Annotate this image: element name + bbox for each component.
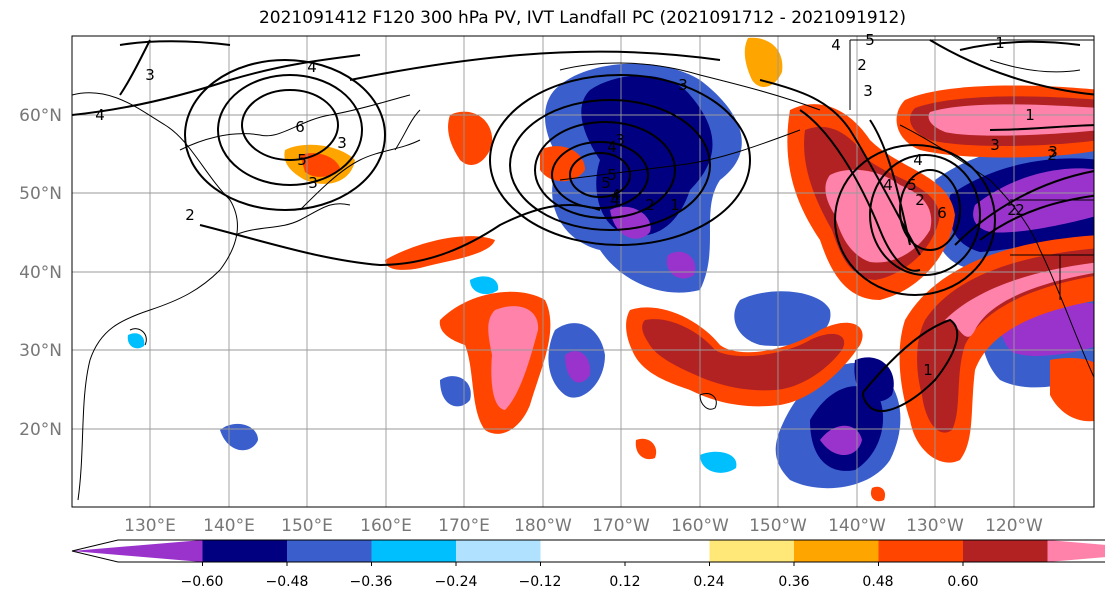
contour-label: 5: [607, 166, 617, 184]
latitude-labels: 20°N 30°N 40°N 50°N 60°N: [19, 106, 62, 440]
lon-label: 140°E: [203, 516, 255, 536]
colorbar-segment: [625, 540, 710, 562]
lon-label: 130°W: [906, 516, 964, 536]
contour-label: 4: [95, 106, 105, 124]
colorbar-tick-label: 0.48: [862, 574, 893, 590]
contour-label: 4: [610, 191, 620, 209]
lon-label: 160°W: [671, 516, 729, 536]
contour-label: 3: [863, 82, 873, 100]
contour-label: 2: [185, 206, 195, 224]
map-panel: [71, 35, 1095, 508]
contour-label: 1: [923, 361, 933, 379]
colorbar-segment: [202, 540, 288, 562]
lon-label: 160°E: [360, 516, 412, 536]
map-title: 2021091412 F120 300 hPa PV, IVT Landfall…: [258, 8, 906, 28]
lat-label: 50°N: [19, 184, 62, 204]
colorbar-tick-label: −0.48: [266, 574, 309, 590]
lon-label: 140°W: [828, 516, 886, 536]
contour-label: 4: [611, 186, 621, 204]
contour-label: 6: [295, 118, 305, 136]
contour-label: 4: [831, 36, 841, 54]
lon-label: 180°W: [514, 516, 572, 536]
graticule: [72, 36, 1094, 507]
colorbar-tick-label: 0.60: [947, 574, 978, 590]
contour-label: 1: [1025, 106, 1035, 124]
contour-label: 5: [907, 176, 917, 194]
contour-label: 4: [883, 176, 893, 194]
contour-label: 4: [913, 151, 923, 169]
colorbar-segment: [371, 540, 457, 562]
contour-label: 2: [1007, 201, 1017, 219]
colorbar-tick-label: −0.36: [350, 574, 393, 590]
colorbar: −0.60 −0.48 −0.36 −0.24 −0.12 0.12 0.24 …: [71, 539, 1105, 590]
colorbar-tick-label: −0.60: [181, 574, 224, 590]
contour-label: 6: [937, 204, 947, 222]
colorbar-outline: [71, 539, 1105, 563]
colorbar-segment: [709, 540, 795, 562]
contour-label: 3: [678, 76, 688, 94]
contour-label: 4: [607, 138, 617, 156]
contour-label: 5: [865, 31, 875, 49]
colorbar-segment: [456, 540, 541, 562]
contour-label: 2: [1015, 201, 1025, 219]
colorbar-tick-label: 0.12: [609, 574, 640, 590]
contour-label: 3: [615, 131, 625, 149]
colorbar-tick-label: 0.36: [778, 574, 809, 590]
colorbar-tick-label: −0.12: [519, 574, 562, 590]
colorbar-segment: [878, 540, 964, 562]
contour-label: 2: [1047, 146, 1057, 164]
colorbar-tick-label: 0.24: [693, 574, 724, 590]
shaded-pv-field: [72, 36, 1094, 507]
lon-label: 150°W: [749, 516, 807, 536]
colorbar-segments: [71, 539, 1105, 566]
colorbar-segment: [794, 540, 879, 562]
lon-label: 170°E: [438, 516, 490, 536]
contour-label: 2: [915, 191, 925, 209]
map-frame: [71, 35, 1095, 508]
colorbar-tick-label: −0.24: [435, 574, 478, 590]
colorbar-segment: [1047, 540, 1105, 562]
contour-label: 2: [857, 56, 867, 74]
colorbar-segment: [287, 540, 372, 562]
contour-label: 1: [670, 196, 680, 214]
colorbar-segment: [72, 540, 203, 562]
contour-label: 4: [307, 58, 317, 76]
colorbar-segment: [963, 540, 1048, 562]
lat-label: 20°N: [19, 420, 62, 440]
colorbar-segment: [540, 540, 626, 562]
contour-label: 3: [337, 134, 347, 152]
lat-label: 40°N: [19, 263, 62, 283]
contour-label: 3: [145, 66, 155, 84]
lat-label: 60°N: [19, 106, 62, 126]
lon-label: 170°W: [592, 516, 650, 536]
coastlines: [72, 39, 1094, 501]
contour-label: 3: [308, 174, 318, 192]
lon-label: 150°E: [281, 516, 333, 536]
contour-label: 3: [1048, 143, 1058, 161]
pv-contours: [72, 39, 1094, 412]
contour-label: 3: [990, 136, 1000, 154]
lon-label: 120°W: [985, 516, 1043, 536]
contour-label: 5: [601, 174, 611, 192]
contour-label: 1: [995, 34, 1005, 52]
contour-label: 5: [297, 151, 307, 169]
longitude-labels: 130°E 140°E 150°E 160°E 170°E 180°W 170°…: [124, 516, 1043, 536]
lat-label: 30°N: [19, 341, 62, 361]
colorbar-tick-labels: −0.60 −0.48 −0.36 −0.24 −0.12 0.12 0.24 …: [181, 574, 979, 590]
contour-label: 2: [645, 196, 655, 214]
lon-label: 130°E: [124, 516, 176, 536]
